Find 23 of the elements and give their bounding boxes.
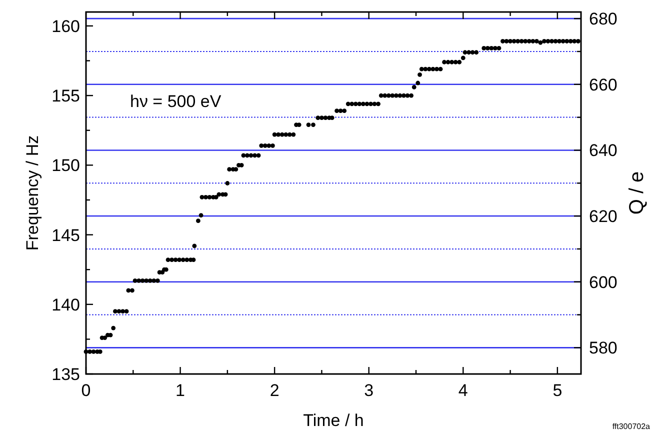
text: fft300702a <box>612 422 651 431</box>
x-tick-label: 0 <box>81 381 91 400</box>
y-tick-label: 150 <box>52 156 80 176</box>
y-axis-title: Frequency / Hz <box>23 135 42 251</box>
y-tick-label: 155 <box>52 86 80 106</box>
y2-tick-label: 640 <box>589 141 618 160</box>
y2-tick-label: 680 <box>589 10 618 29</box>
x-tick-label: 5 <box>552 381 562 400</box>
x-tick-label: 2 <box>270 381 280 400</box>
y-tick-label: 160 <box>52 16 80 36</box>
y2-tick-label: 600 <box>589 272 618 292</box>
y-tick-label: 145 <box>52 226 80 245</box>
x-tick-label: 1 <box>176 381 186 400</box>
y2-axis-title: Q / e <box>626 171 648 215</box>
x-tick-label: 3 <box>364 381 374 400</box>
y2-tick-label: 620 <box>589 207 618 226</box>
y-tick-label: 140 <box>52 295 80 314</box>
y2-tick-label: 580 <box>589 338 618 358</box>
y2-tick-label: 660 <box>589 75 618 94</box>
x-tick-label: 4 <box>458 381 468 400</box>
annotation: hν = 500 eV <box>130 92 222 111</box>
y-tick-label: 135 <box>52 365 80 384</box>
x-axis-title: Time / h <box>303 411 364 430</box>
